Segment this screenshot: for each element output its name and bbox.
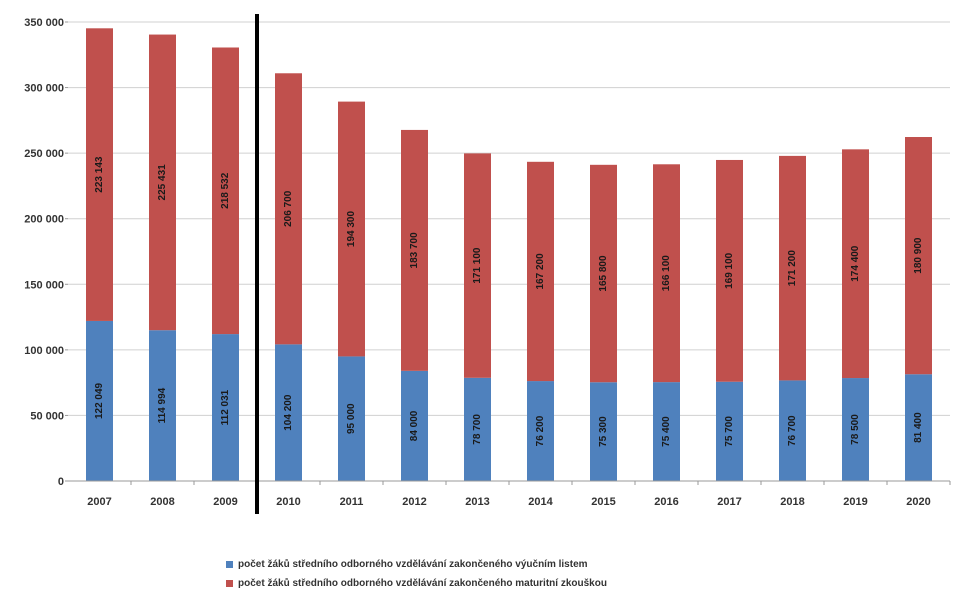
x-category-label: 2008 (150, 496, 174, 508)
bars: 122 049 223 143 114 994 225 431 112 031 218 5… (86, 28, 932, 481)
bar-segment-maturitni-zkouska (464, 153, 491, 378)
data-label-vyucni-list: 84 000 (409, 410, 420, 441)
data-label-vyucni-list: 78 700 (472, 414, 483, 445)
data-label-vyucni-list: 95 000 (346, 403, 357, 434)
bar-segment-maturitni-zkouska (275, 73, 302, 345)
bar-segment-maturitni-zkouska (653, 164, 680, 383)
x-category-label: 2012 (402, 496, 426, 508)
bar-segment-vyucni-list (338, 356, 365, 481)
x-category-label: 2010 (276, 496, 300, 508)
data-label-maturitni-zkouska: 171 100 (472, 247, 483, 284)
bar-segment-maturitni-zkouska (338, 101, 365, 357)
divider-line (255, 14, 259, 514)
bar-segment-vyucni-list (779, 380, 806, 481)
data-label-vyucni-list: 75 700 (724, 416, 735, 447)
data-label-maturitni-zkouska: 165 800 (598, 255, 609, 292)
data-label-vyucni-list: 114 994 (157, 387, 168, 423)
bar-segment-maturitni-zkouska (590, 164, 617, 383)
bar-segment-maturitni-zkouska (905, 137, 932, 375)
y-tick-label: 100 000 (24, 345, 64, 357)
bar-segment-maturitni-zkouska (401, 129, 428, 371)
data-label-maturitni-zkouska: 180 900 (913, 237, 924, 274)
data-label-vyucni-list: 81 400 (913, 412, 924, 443)
x-category-label: 2017 (717, 496, 741, 508)
bar-segment-vyucni-list (905, 374, 932, 481)
y-tick-label: 0 (58, 476, 64, 488)
legend-item-maturitni-zkouska: počet žáků středního odborného vzděláván… (226, 574, 926, 593)
bar-segment-maturitni-zkouska (779, 155, 806, 381)
bar-segment-vyucni-list (464, 377, 491, 481)
data-label-maturitni-zkouska: 167 200 (535, 253, 546, 290)
bar-segment-maturitni-zkouska (149, 34, 176, 331)
data-label-vyucni-list: 112 031 (220, 389, 231, 425)
bar-segment-vyucni-list (401, 370, 428, 481)
legend: počet žáků středního odborného vzděláván… (226, 555, 926, 593)
x-axis-labels: 2007 2008 2009 2010 2011 2012 2013 2014 2015 2016… (87, 481, 951, 508)
y-tick-label: 250 000 (24, 148, 64, 160)
data-label-vyucni-list: 75 400 (661, 416, 672, 447)
data-label-vyucni-list: 104 200 (283, 394, 294, 431)
data-label-vyucni-list: 76 200 (535, 415, 546, 446)
bar-segment-vyucni-list (590, 382, 617, 481)
x-category-label: 2014 (528, 496, 553, 508)
stacked-bar-chart: 0 50 000 100 000 150 000 200 000 250 000 300 0… (24, 14, 951, 514)
bar-segment-vyucni-list (842, 378, 869, 481)
data-label-maturitni-zkouska: 169 100 (724, 252, 735, 289)
bar-segment-maturitni-zkouska (842, 149, 869, 379)
y-tick-label: 300 000 (24, 83, 64, 95)
legend-item-vyucni-list: počet žáků středního odborného vzděláván… (226, 555, 926, 574)
data-label-vyucni-list: 75 300 (598, 416, 609, 447)
bar-segment-maturitni-zkouska (527, 161, 554, 382)
data-label-vyucni-list: 76 700 (787, 415, 798, 446)
data-label-maturitni-zkouska: 206 700 (283, 190, 294, 227)
bar-segment-vyucni-list (527, 381, 554, 481)
bar-segment-maturitni-zkouska (212, 47, 239, 335)
data-label-maturitni-zkouska: 194 300 (346, 211, 357, 248)
x-category-label: 2009 (213, 496, 237, 508)
data-label-maturitni-zkouska: 183 700 (409, 232, 420, 269)
bar-segment-vyucni-list (716, 381, 743, 481)
data-label-vyucni-list: 78 500 (850, 414, 861, 445)
legend-label: počet žáků středního odborného vzděláván… (238, 578, 607, 589)
y-tick-label: 200 000 (24, 214, 64, 226)
legend-label: počet žáků středního odborného vzděláván… (238, 559, 588, 570)
x-category-label: 2018 (780, 496, 804, 508)
gridlines (68, 21, 950, 416)
bar-segment-vyucni-list (653, 382, 680, 481)
data-label-maturitni-zkouska: 225 431 (157, 164, 168, 201)
bar-segment-maturitni-zkouska (716, 159, 743, 382)
data-label-maturitni-zkouska: 171 200 (787, 250, 798, 287)
bar-segment-vyucni-list (212, 334, 239, 481)
x-category-label: 2019 (843, 496, 867, 508)
bar-segment-vyucni-list (149, 330, 176, 481)
x-category-label: 2016 (654, 496, 678, 508)
bar-segment-maturitni-zkouska (86, 28, 113, 321)
x-category-label: 2020 (906, 496, 930, 508)
data-label-maturitni-zkouska: 218 532 (220, 172, 231, 209)
legend-swatch-blue (226, 561, 233, 568)
bar-segment-vyucni-list (275, 344, 302, 481)
y-tick-label: 50 000 (30, 410, 64, 422)
data-label-maturitni-zkouska: 174 400 (850, 245, 861, 282)
legend-swatch-red (226, 580, 233, 587)
x-category-label: 2013 (465, 496, 489, 508)
y-axis-ticks: 0 50 000 100 000 150 000 200 000 250 000 300 0… (24, 17, 68, 488)
y-tick-label: 150 000 (24, 279, 64, 291)
data-label-vyucni-list: 122 049 (94, 382, 105, 419)
bar-segment-vyucni-list (86, 320, 113, 481)
data-label-maturitni-zkouska: 223 143 (94, 156, 105, 193)
data-label-maturitni-zkouska: 166 100 (661, 255, 672, 292)
x-category-label: 2011 (340, 496, 364, 508)
y-tick-label: 350 000 (24, 17, 64, 29)
x-category-label: 2015 (591, 496, 615, 508)
x-category-label: 2007 (87, 496, 111, 508)
